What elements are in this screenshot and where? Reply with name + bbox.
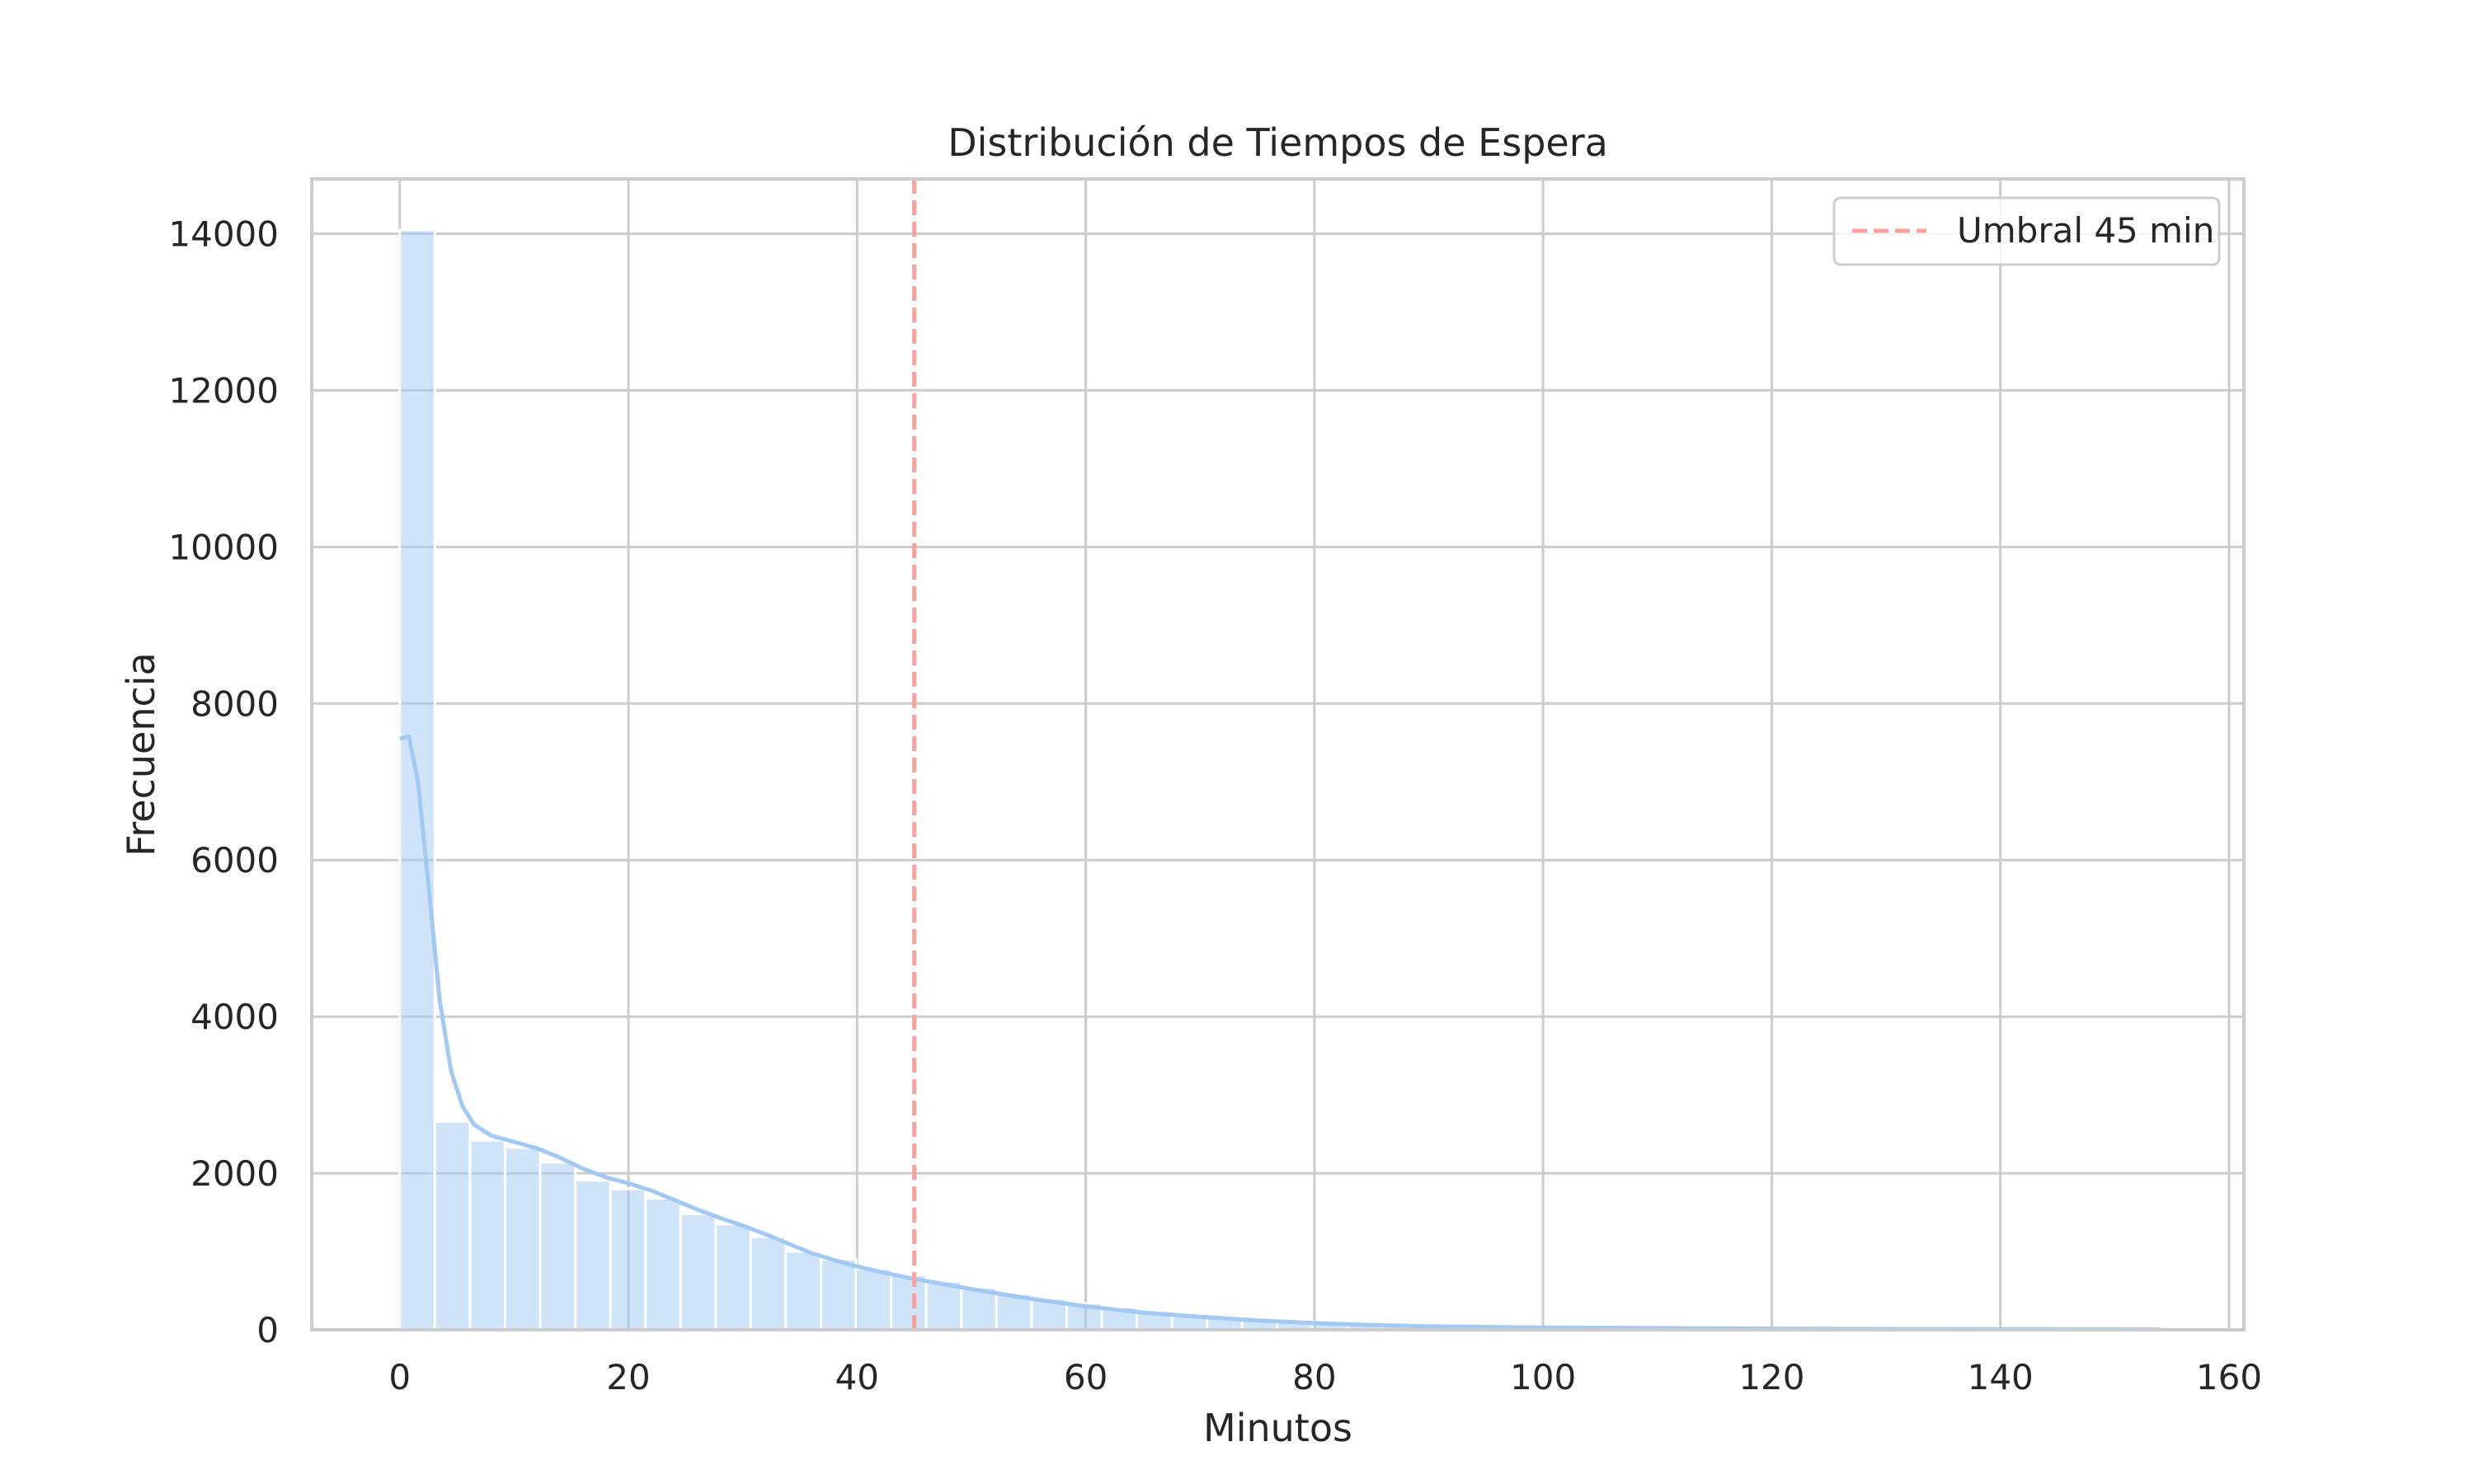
legend: Umbral 45 min xyxy=(1832,196,2221,266)
y-tick-label: 0 xyxy=(256,1310,279,1350)
histogram-bar xyxy=(890,1274,928,1331)
histogram-bar xyxy=(468,1139,506,1331)
kde-curve-group xyxy=(399,734,2161,1332)
y-tick-label: 4000 xyxy=(190,997,279,1037)
x-tick-labels: 0 20 40 60 80 100 120 140 160 xyxy=(388,1357,2262,1397)
x-tick-label: 40 xyxy=(835,1357,879,1397)
y-tick-label: 6000 xyxy=(190,840,279,881)
histogram-bar xyxy=(679,1212,717,1331)
histogram-bar xyxy=(609,1187,647,1331)
x-tick-label: 0 xyxy=(388,1357,411,1397)
y-axis-label: Frecuencia xyxy=(119,652,163,856)
legend-label-threshold: Umbral 45 min xyxy=(1957,210,2214,251)
y-tick-labels: 0 2000 4000 6000 8000 10000 12000 14000 xyxy=(168,214,279,1350)
x-tick-label: 80 xyxy=(1292,1357,1336,1397)
chart-title: Distribución de Tiempos de Espera xyxy=(948,120,1608,165)
histogram-bar xyxy=(784,1250,822,1331)
histogram-bar xyxy=(749,1235,788,1331)
histogram-bar xyxy=(503,1146,542,1331)
histogram-bar xyxy=(924,1280,963,1331)
x-tick-label: 140 xyxy=(1968,1357,2034,1397)
x-tick-label: 60 xyxy=(1064,1357,1108,1397)
x-tick-label: 100 xyxy=(1510,1357,1576,1397)
histogram-bar xyxy=(819,1258,858,1331)
histogram-bar xyxy=(854,1267,893,1331)
kde-curve xyxy=(399,734,2161,1332)
y-tick-label: 8000 xyxy=(190,683,279,724)
y-tick-label: 10000 xyxy=(168,527,279,567)
histogram-bar xyxy=(714,1223,752,1331)
x-tick-label: 20 xyxy=(606,1357,650,1397)
histogram-bar xyxy=(433,1120,472,1331)
x-tick-label: 160 xyxy=(2196,1357,2262,1397)
histogram-bar xyxy=(574,1179,612,1331)
x-axis-label: Minutos xyxy=(1203,1406,1352,1450)
plot-frame xyxy=(310,177,2246,1331)
y-tick-label: 12000 xyxy=(168,370,279,411)
x-tick-label: 120 xyxy=(1738,1357,1804,1397)
legend-box xyxy=(1832,196,2221,266)
y-tick-label: 2000 xyxy=(190,1153,279,1194)
histogram-bar xyxy=(539,1161,577,1331)
y-tick-label: 14000 xyxy=(168,214,279,254)
histogram-bar xyxy=(644,1196,682,1331)
